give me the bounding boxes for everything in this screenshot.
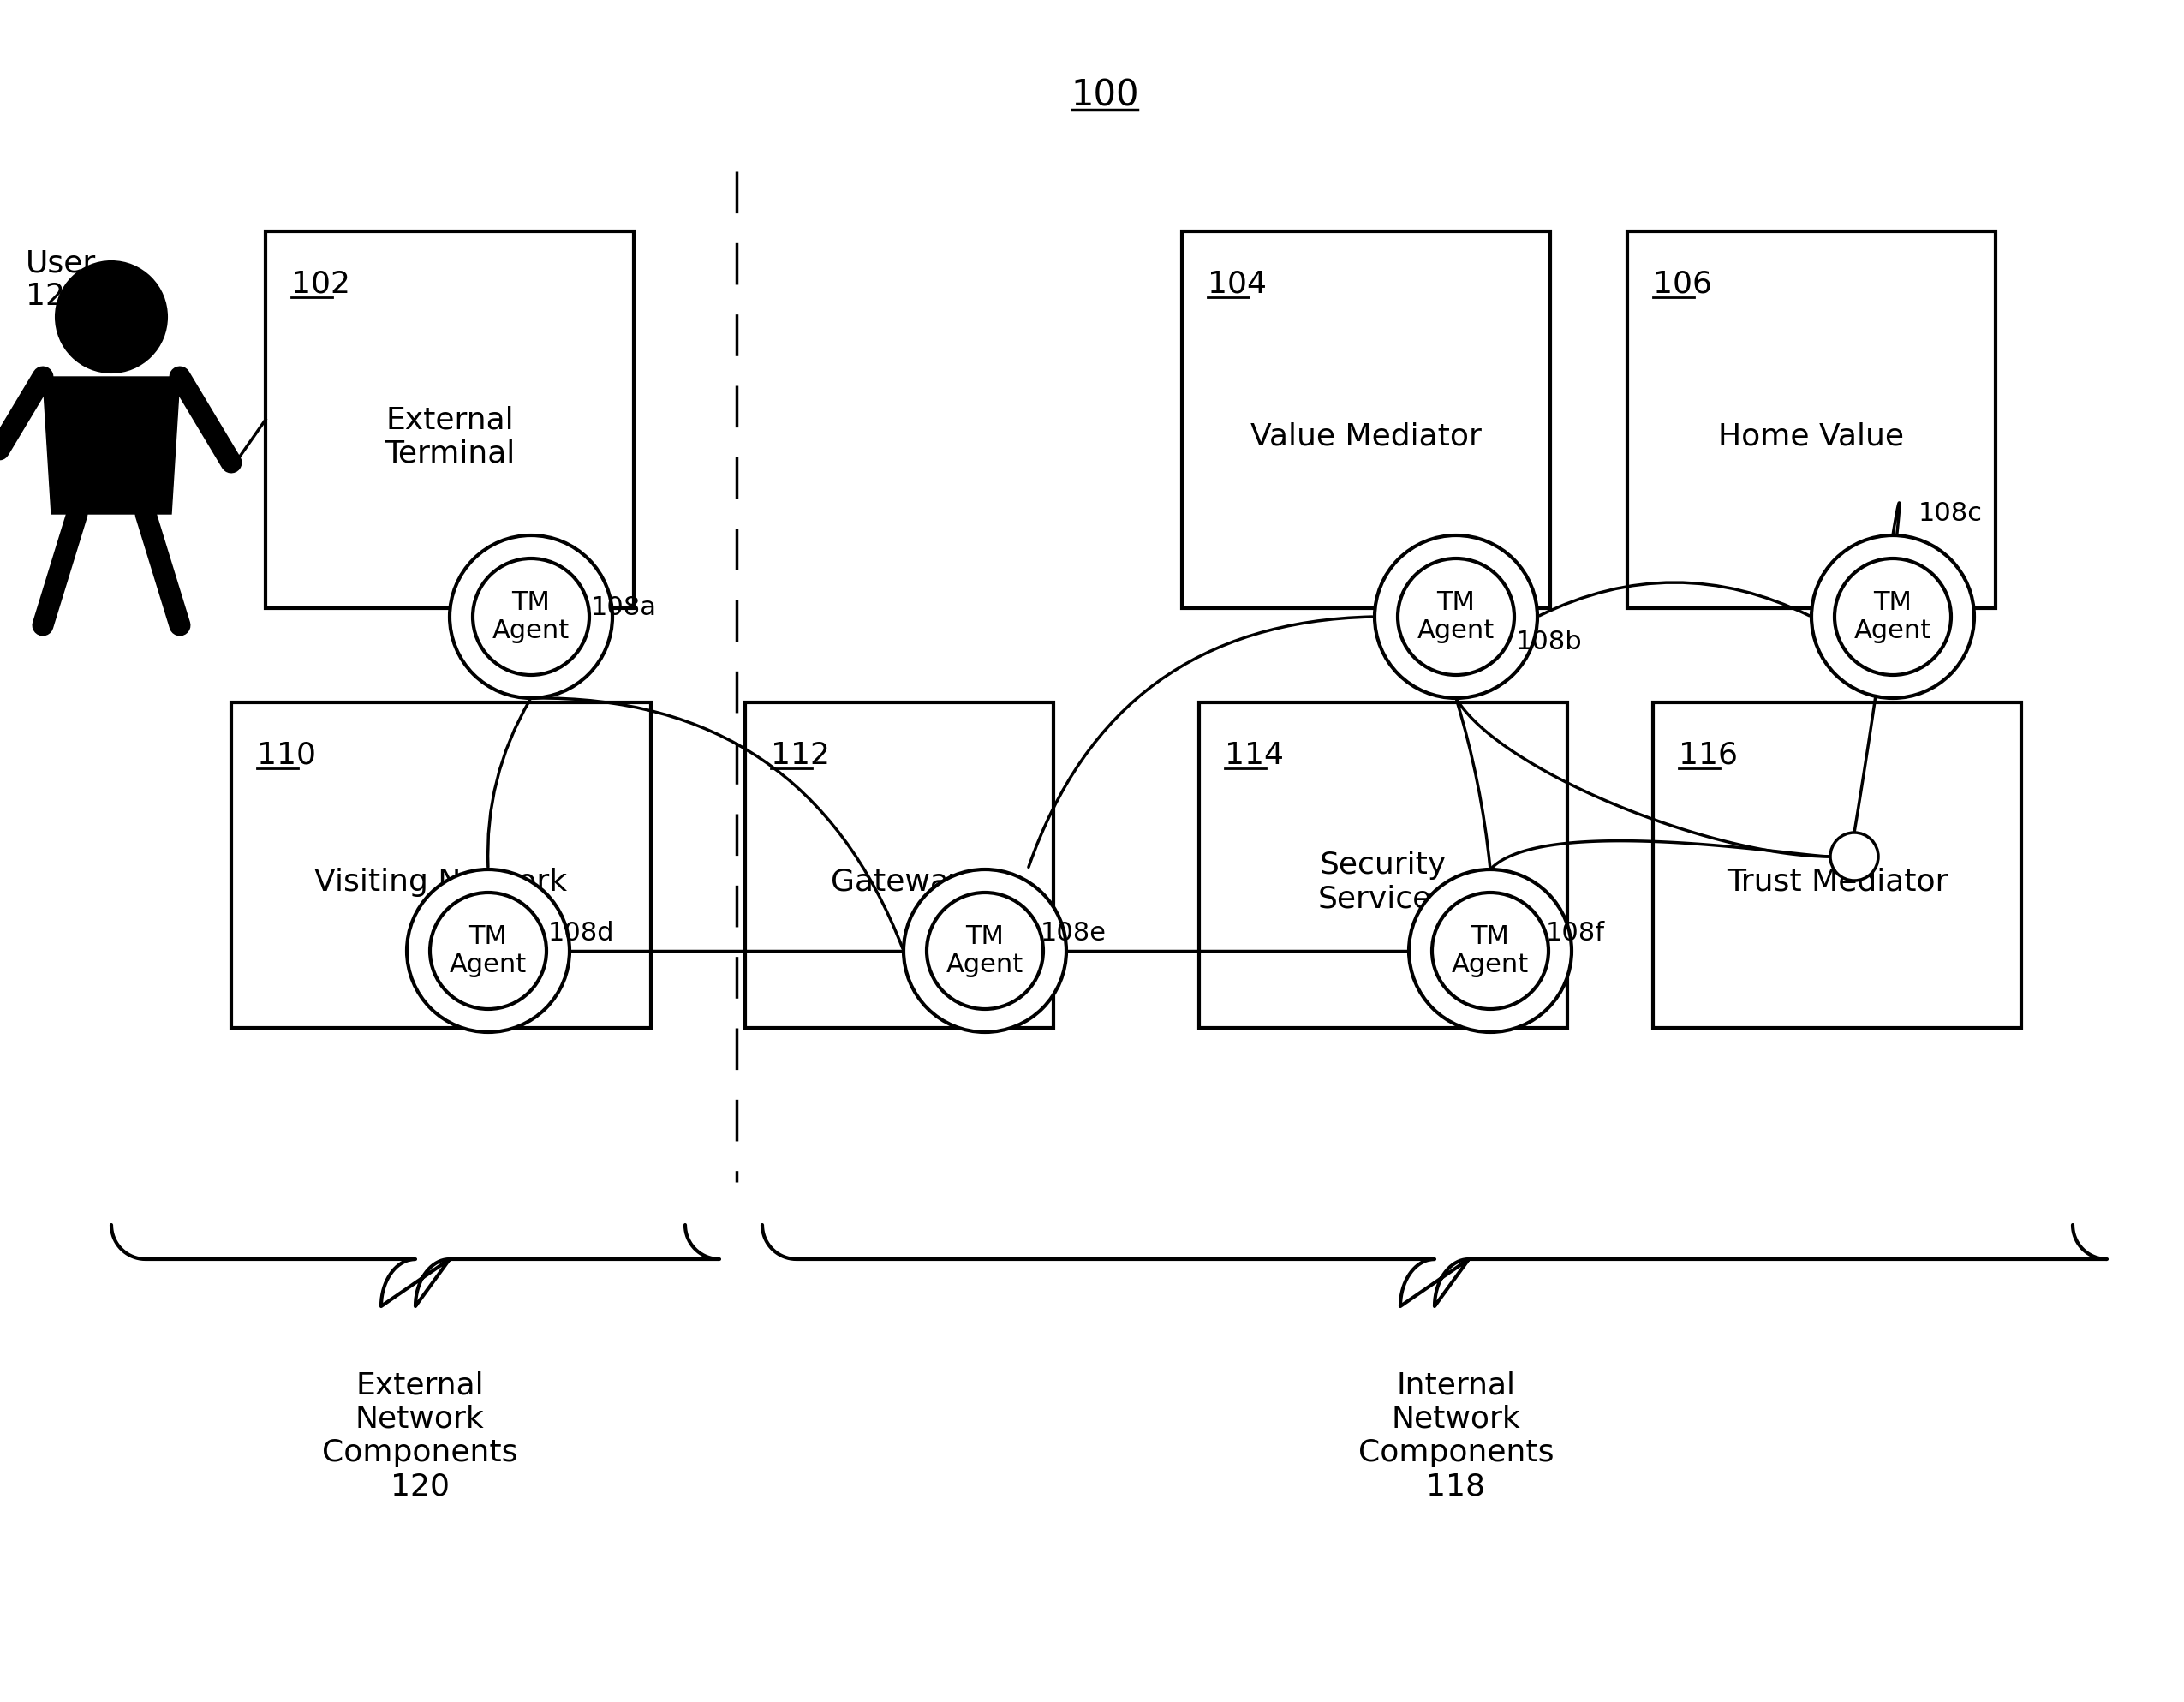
Circle shape bbox=[1811, 536, 1974, 698]
Text: 104: 104 bbox=[1208, 271, 1267, 300]
Text: User
122: User 122 bbox=[26, 248, 96, 311]
Text: 108a: 108a bbox=[592, 596, 657, 621]
Text: 108e: 108e bbox=[1040, 921, 1107, 946]
FancyBboxPatch shape bbox=[745, 703, 1053, 1028]
Circle shape bbox=[904, 870, 1066, 1031]
Text: 106: 106 bbox=[1653, 271, 1712, 300]
Text: TM
Agent: TM Agent bbox=[1417, 591, 1494, 643]
Text: 116: 116 bbox=[1679, 740, 1738, 769]
FancyBboxPatch shape bbox=[1182, 231, 1551, 608]
Text: TM
Agent: TM Agent bbox=[1854, 591, 1931, 643]
Text: Visiting Network: Visiting Network bbox=[314, 868, 568, 897]
Text: Gateway: Gateway bbox=[832, 868, 968, 897]
Text: Home Value: Home Value bbox=[1719, 422, 1904, 451]
Text: External
Terminal: External Terminal bbox=[384, 405, 515, 468]
FancyBboxPatch shape bbox=[1627, 231, 1996, 608]
Text: 108b: 108b bbox=[1516, 630, 1583, 655]
Text: 108d: 108d bbox=[548, 921, 614, 946]
Text: 108f: 108f bbox=[1546, 921, 1605, 946]
Circle shape bbox=[1409, 870, 1572, 1031]
Text: TM
Agent: TM Agent bbox=[491, 591, 570, 643]
Circle shape bbox=[450, 536, 612, 698]
Circle shape bbox=[1830, 832, 1878, 880]
FancyBboxPatch shape bbox=[266, 231, 633, 608]
FancyBboxPatch shape bbox=[1199, 703, 1568, 1028]
Text: 102: 102 bbox=[290, 271, 349, 300]
Text: 114: 114 bbox=[1225, 740, 1284, 769]
Text: Internal
Network
Components
118: Internal Network Components 118 bbox=[1358, 1370, 1553, 1501]
Text: External
Network
Components
120: External Network Components 120 bbox=[321, 1370, 518, 1501]
Text: 108c: 108c bbox=[1918, 502, 1983, 526]
Polygon shape bbox=[44, 376, 179, 514]
Text: Security
Services: Security Services bbox=[1319, 851, 1448, 914]
Text: TM
Agent: TM Agent bbox=[946, 924, 1024, 977]
FancyBboxPatch shape bbox=[232, 703, 651, 1028]
Text: 112: 112 bbox=[771, 740, 830, 769]
Text: TM
Agent: TM Agent bbox=[1452, 924, 1529, 977]
Text: Value Mediator: Value Mediator bbox=[1251, 422, 1481, 451]
Circle shape bbox=[406, 870, 570, 1031]
Text: Trust Mediator: Trust Mediator bbox=[1725, 868, 1948, 897]
FancyBboxPatch shape bbox=[1653, 703, 2020, 1028]
Text: TM
Agent: TM Agent bbox=[450, 924, 526, 977]
Text: 100: 100 bbox=[1070, 77, 1138, 112]
Circle shape bbox=[1374, 536, 1538, 698]
Text: 110: 110 bbox=[258, 740, 317, 769]
Circle shape bbox=[55, 260, 166, 373]
